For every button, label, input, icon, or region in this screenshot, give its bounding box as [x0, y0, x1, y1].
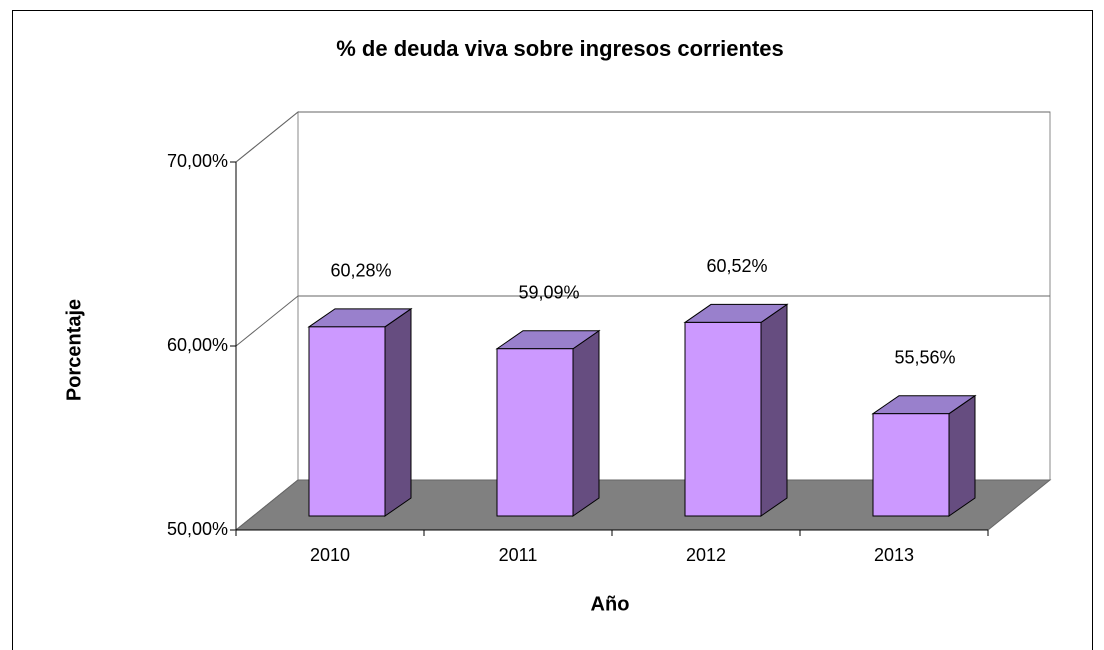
bar — [684, 321, 762, 517]
x-axis-title: Año — [591, 593, 630, 615]
bar-side — [948, 394, 976, 517]
bar-side — [572, 329, 600, 517]
bar — [872, 413, 950, 517]
y-tick-label: 50,00% — [167, 519, 228, 539]
x-tick-label: 2012 — [686, 545, 726, 565]
bar — [496, 348, 574, 517]
value-label: 60,52% — [706, 256, 767, 276]
bar — [308, 326, 386, 517]
chart-title: % de deuda viva sobre ingresos corriente… — [336, 36, 784, 61]
y-tick-label: 60,00% — [167, 335, 228, 355]
y-axis-title: Porcentaje — [63, 299, 85, 401]
y-tick-label: 70,00% — [167, 151, 228, 171]
x-tick-label: 2013 — [874, 545, 914, 565]
value-label: 60,28% — [330, 261, 391, 281]
bar-side — [760, 303, 788, 517]
x-tick-label: 2011 — [499, 545, 538, 565]
value-label: 55,56% — [894, 347, 955, 367]
grid-line — [235, 295, 1050, 347]
bar-side — [384, 307, 412, 517]
value-label: 59,09% — [518, 282, 579, 302]
grid-line — [235, 111, 1050, 163]
x-tick-label: 2010 — [310, 545, 350, 565]
